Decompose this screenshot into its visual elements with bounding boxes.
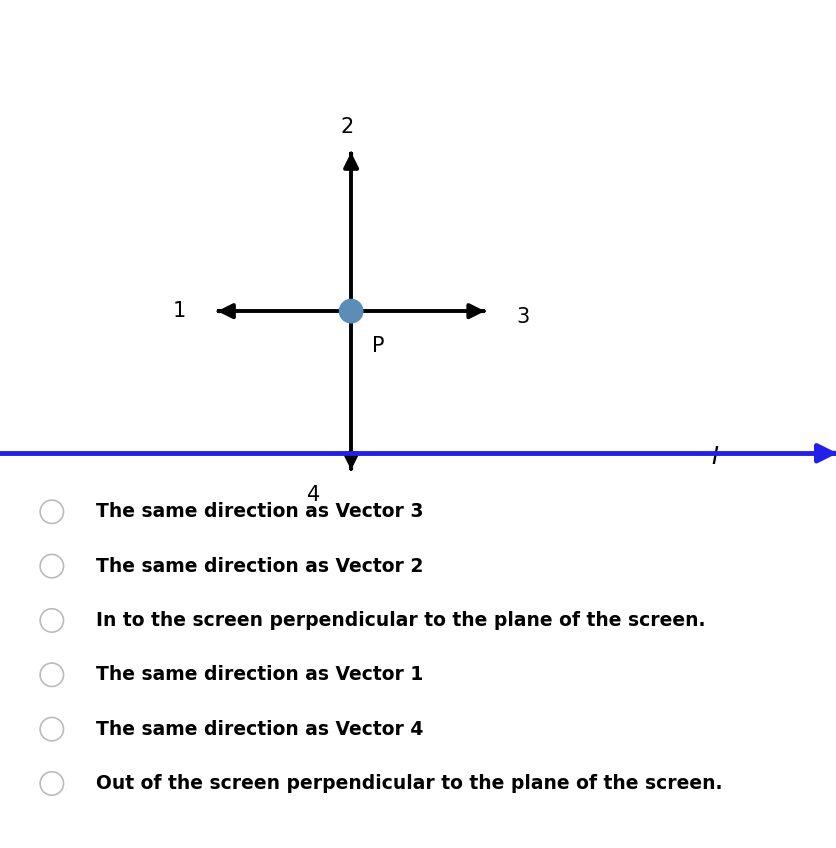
Text: Out of the screen perpendicular to the plane of the screen.: Out of the screen perpendicular to the p… [96,774,722,793]
Text: I: I [711,445,718,470]
Text: 1: 1 [173,301,186,321]
Text: The same direction as Vector 1: The same direction as Vector 1 [96,666,423,684]
Text: In to the screen perpendicular to the plane of the screen.: In to the screen perpendicular to the pl… [96,611,706,630]
Text: The same direction as Vector 4: The same direction as Vector 4 [96,720,424,739]
Text: 2: 2 [340,117,354,137]
Text: The same direction as Vector 3: The same direction as Vector 3 [96,502,424,522]
Text: 4: 4 [307,485,320,505]
Circle shape [339,299,363,323]
Text: 3: 3 [516,307,529,327]
Text: The same direction as Vector 2: The same direction as Vector 2 [96,556,424,576]
Text: P: P [372,336,385,356]
